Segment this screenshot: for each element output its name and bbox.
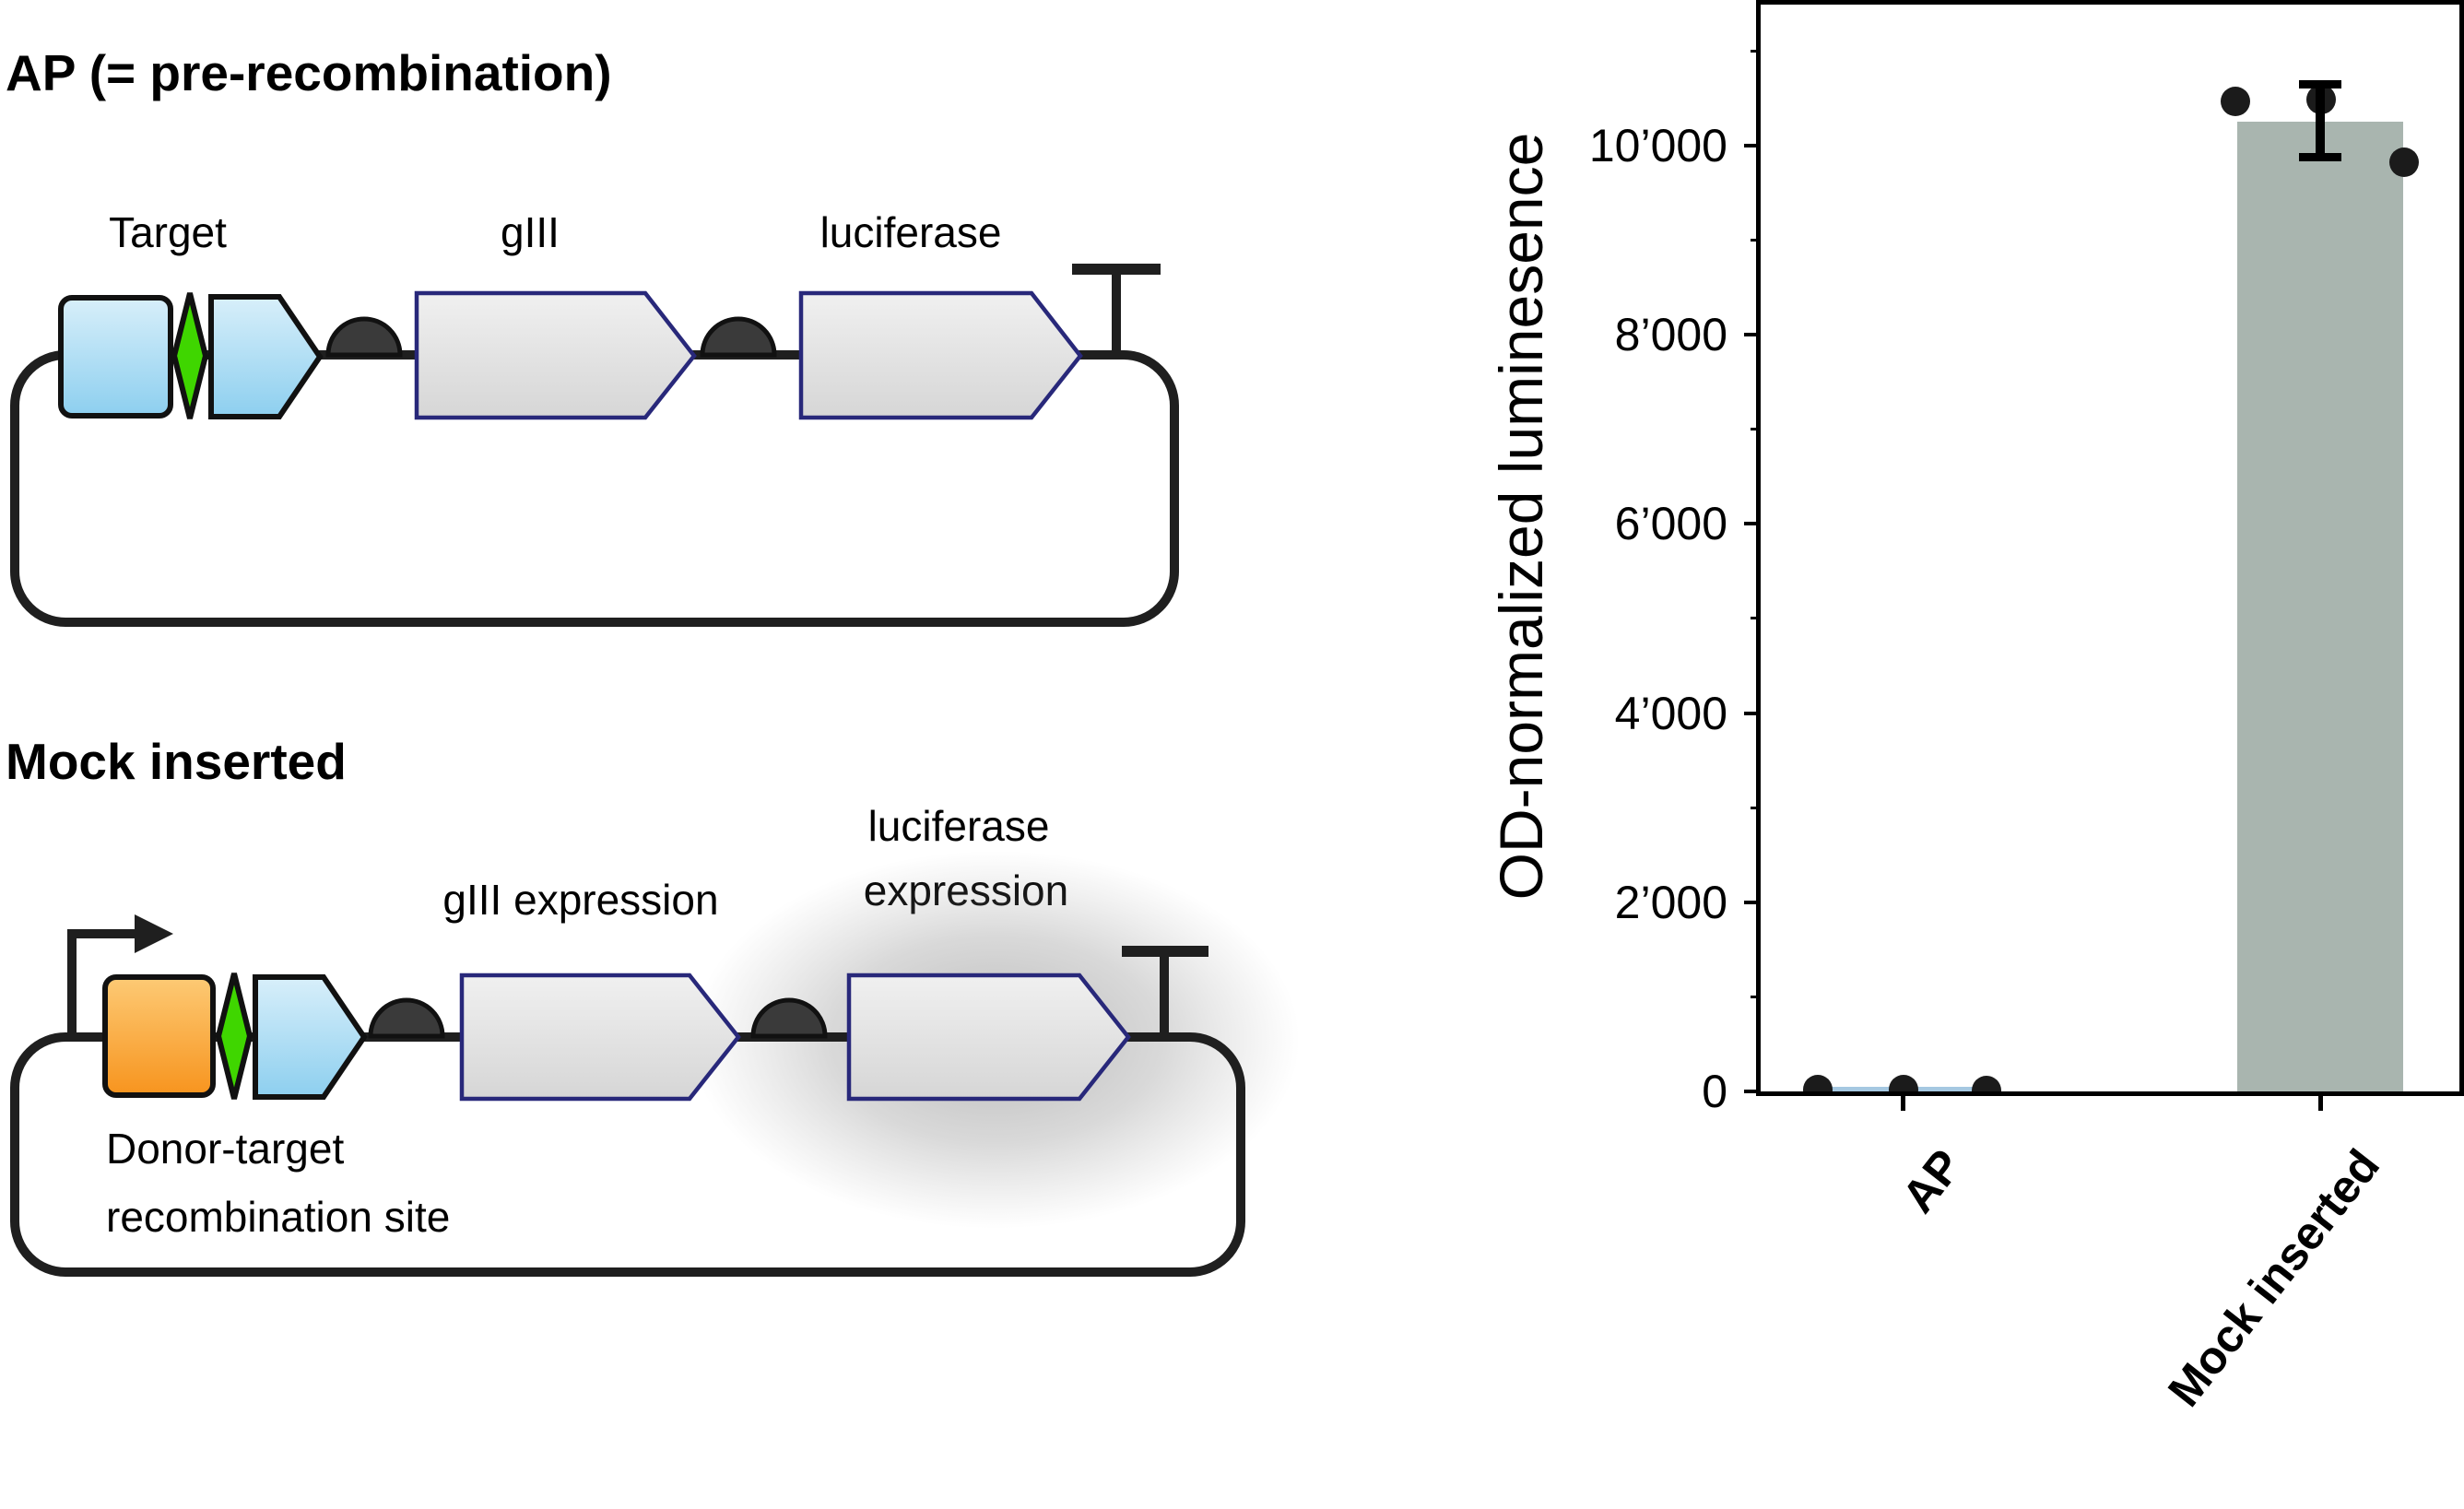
rbs-icon	[750, 997, 828, 1039]
luciferase-gene-arrow	[798, 290, 1083, 420]
recombination-site-diamond-icon	[171, 292, 209, 419]
plot-area	[1761, 4, 2459, 1091]
promoter-icon	[67, 914, 173, 1037]
construct1-title: AP (= pre-recombination)	[6, 44, 612, 101]
y-axis-tick	[1744, 711, 1761, 715]
data-point	[1888, 1074, 1918, 1091]
y-axis-tick-label: 8’000	[1614, 309, 1727, 361]
rbs-icon	[700, 316, 777, 358]
y-axis-minor-tick	[1751, 806, 1761, 809]
x-axis-tick	[1900, 1096, 1905, 1111]
error-bar-cap-top	[2299, 80, 2341, 89]
target-upstream-box	[58, 295, 173, 419]
data-point	[1971, 1075, 2001, 1091]
y-axis-tick	[1744, 1090, 1761, 1093]
label-gIII-expression: gIII expression	[442, 876, 718, 924]
data-point	[2221, 86, 2251, 116]
bar-mock-inserted	[2237, 122, 2403, 1091]
label-donor-target-line2: recombination site	[106, 1193, 450, 1241]
terminator-icon	[1072, 264, 1161, 355]
y-axis-tick-label: 6’000	[1614, 498, 1727, 550]
label-luciferase: luciferase	[820, 208, 1002, 256]
construct-diagrams: AP (= pre-recombination) Target gIII luc…	[6, 44, 1300, 1277]
y-axis-minor-tick	[1751, 428, 1761, 431]
y-axis-minor-tick	[1751, 239, 1761, 242]
donor-insert-box	[102, 974, 216, 1098]
x-axis-tick	[2317, 1096, 2323, 1111]
y-axis-tick	[1744, 143, 1761, 147]
y-axis-tick-label: 0	[1702, 1066, 1727, 1117]
plot-frame	[1756, 0, 2464, 1096]
label-target: Target	[109, 208, 227, 256]
label-luciferase-expression-line1: luciferase	[868, 802, 1050, 850]
terminator-icon	[1122, 946, 1208, 1037]
label-donor-target-line1: Donor-target	[106, 1125, 344, 1173]
gIII-gene-arrow	[414, 290, 697, 420]
error-bar-stem	[2316, 84, 2325, 158]
gIII-gene-arrow	[459, 973, 741, 1102]
x-axis-tick-label-text: Mock inserted	[2157, 1139, 2389, 1417]
luciferase-gene-arrow	[846, 973, 1131, 1102]
y-axis-minor-tick	[1751, 995, 1761, 998]
target-downstream-arrow	[208, 294, 324, 419]
target-downstream-arrow	[253, 974, 368, 1100]
y-axis-tick	[1744, 522, 1761, 526]
y-axis-tick-label: 2’000	[1614, 876, 1727, 928]
label-gIII: gIII	[501, 208, 560, 256]
construct2-title: Mock inserted	[6, 733, 347, 790]
y-axis-tick-label: 10’000	[1588, 119, 1727, 171]
data-point	[2388, 147, 2419, 178]
recombination-site-diamond-icon	[215, 973, 253, 1100]
y-axis-tick	[1744, 900, 1761, 904]
error-bar-cap-bottom	[2299, 153, 2341, 162]
y-axis-tick	[1744, 333, 1761, 337]
y-axis-tick-label: 4’000	[1614, 687, 1727, 739]
rbs-icon	[368, 997, 445, 1039]
rbs-icon	[325, 316, 403, 358]
data-point	[1803, 1075, 1833, 1091]
x-axis-tick-label-text: AP	[1892, 1139, 1972, 1222]
y-axis-minor-tick	[1751, 49, 1761, 53]
y-axis-minor-tick	[1751, 617, 1761, 620]
